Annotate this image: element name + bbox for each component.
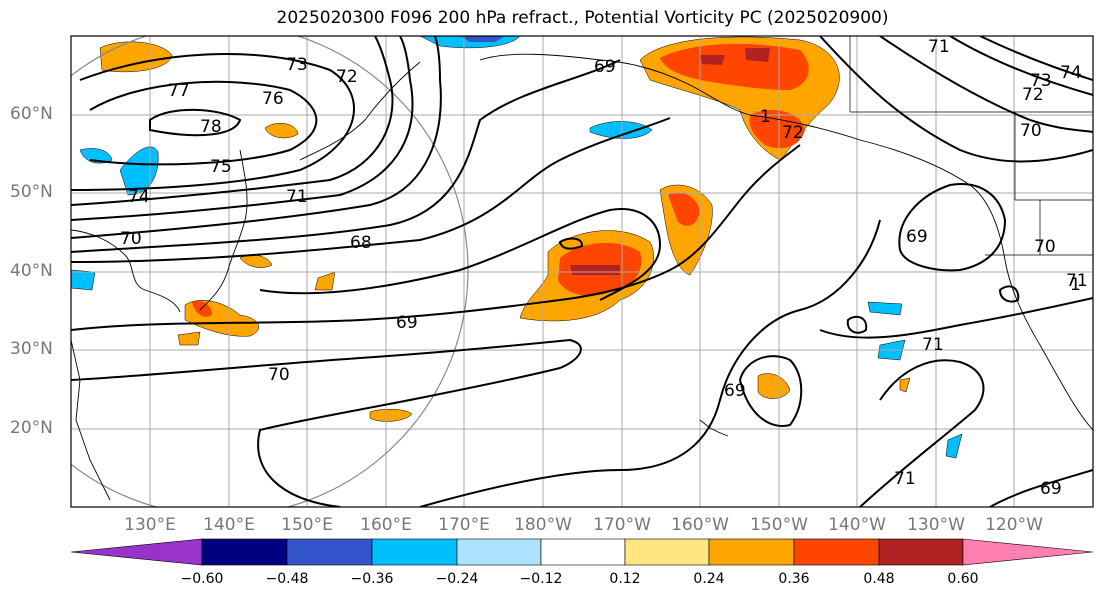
colorbar-tick: 0.24	[693, 571, 725, 587]
graticule	[71, 36, 1093, 507]
contour-label: 73	[286, 55, 308, 75]
lon-label: 180°W	[514, 515, 572, 535]
contour-label: 74	[128, 187, 150, 207]
colorbar-tick: 0.48	[863, 571, 895, 587]
colorbar-bin	[878, 538, 964, 566]
lon-label: 170°E	[438, 515, 490, 535]
lon-label: 160°E	[360, 515, 412, 535]
colorbar	[70, 538, 1094, 566]
colorbar-under	[70, 538, 203, 566]
contour-label: 69	[396, 313, 418, 333]
radius-circle	[71, 36, 469, 507]
contour-label: 69	[594, 57, 616, 77]
contour-label: 71	[1066, 271, 1088, 291]
colorbar-tick: −0.36	[350, 571, 394, 587]
height-contours	[71, 36, 1093, 507]
contour-label: 77	[168, 81, 190, 101]
plot-frame	[70, 35, 1094, 508]
lon-label: 150°W	[750, 515, 808, 535]
lon-label: 170°W	[593, 515, 651, 535]
contour-label: 70	[1034, 237, 1056, 257]
contour-label: 76	[262, 89, 284, 109]
coastlines	[71, 53, 1093, 501]
lon-label: 130°W	[907, 515, 965, 535]
colorbar-tick: −0.12	[519, 571, 563, 587]
colorbar-tick: −0.60	[180, 571, 224, 587]
lon-label: 120°W	[985, 515, 1043, 535]
colorbar-bin	[793, 538, 880, 566]
contour-label: 1	[1070, 275, 1081, 295]
contour-label: 70	[268, 365, 290, 385]
lon-label: 140°E	[203, 515, 255, 535]
contour-label: 70	[120, 229, 142, 249]
colorbar-bin	[708, 538, 795, 566]
lat-label: 50°N	[10, 182, 53, 202]
colorbar-tick: 0.12	[609, 571, 641, 587]
contour-label: 71	[922, 335, 944, 355]
lon-label: 160°W	[671, 515, 729, 535]
contour-label: 78	[200, 117, 222, 137]
contour-label: 72	[782, 123, 804, 143]
contour-label: 75	[210, 157, 232, 177]
contour-label: 73	[1030, 71, 1052, 91]
colorbar-tick: −0.48	[265, 571, 309, 587]
contour-label: 68	[350, 233, 372, 253]
lat-label: 20°N	[10, 418, 53, 438]
lon-label: 140°W	[828, 515, 886, 535]
contour-label: 71	[928, 37, 950, 57]
lat-label: 30°N	[10, 339, 53, 359]
map-title: 2025020300 F096 200 hPa refract., Potent…	[276, 8, 889, 28]
colorbar-bin	[456, 538, 542, 566]
contour-label: 69	[1040, 479, 1062, 499]
contour-label: 72	[1022, 85, 1044, 105]
colorbar-over	[962, 538, 1094, 566]
contour-label: 71	[286, 187, 308, 207]
lat-label: 60°N	[10, 104, 53, 124]
colorbar-bin	[540, 538, 626, 566]
contour-label: 72	[336, 67, 358, 87]
colorbar-bin	[371, 538, 458, 566]
colorbar-bin	[624, 538, 710, 566]
contour-label: 69	[724, 381, 746, 401]
colorbar-tick: 0.60	[947, 571, 979, 587]
lon-label: 150°E	[281, 515, 333, 535]
pv-negative-anomalies	[71, 36, 963, 459]
colorbar-tick: −0.24	[435, 571, 479, 587]
colorbar-bin	[286, 538, 373, 566]
contour-labels: 77 73 72 76 78 75 74 71 70 68 69 69 70 6…	[120, 37, 1088, 499]
colorbar-tick: 0.36	[778, 571, 810, 587]
contour-label: 74	[1060, 63, 1082, 83]
contour-label: 70	[1020, 121, 1042, 141]
borders	[849, 36, 1093, 256]
contour-label: 69	[906, 227, 928, 247]
colorbar-bin	[201, 538, 288, 566]
contour-label: 71	[894, 469, 916, 489]
lat-label: 40°N	[10, 261, 53, 281]
lon-label: 130°E	[124, 515, 176, 535]
contour-label: 1	[760, 107, 771, 127]
